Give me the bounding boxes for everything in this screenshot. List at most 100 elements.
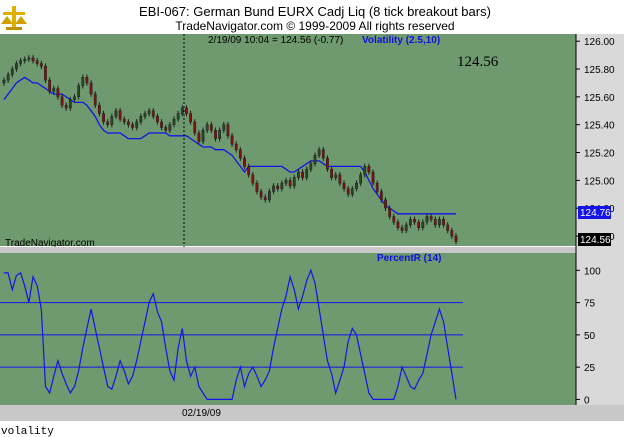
volatility-label: Volatility (2.5,10) (362, 35, 440, 46)
percentr-line (4, 268, 457, 400)
candle (168, 124, 172, 131)
candle (288, 180, 292, 187)
candle (110, 116, 114, 125)
candle (156, 116, 159, 123)
percentr-label: PercentR (14) (377, 253, 441, 264)
candle (280, 182, 284, 189)
candle (367, 166, 371, 173)
candle (118, 110, 122, 120)
candle (64, 104, 68, 109)
candle (106, 121, 110, 125)
candle (251, 174, 255, 184)
price-flag (578, 233, 611, 246)
candle (44, 65, 47, 81)
candle (122, 118, 126, 123)
candle (81, 77, 85, 86)
candle (413, 219, 416, 223)
candle (346, 188, 350, 195)
copyright-text: TradeNavigator.com © 1999-2009 All right… (175, 19, 454, 33)
candle (176, 113, 180, 120)
candle (102, 113, 105, 123)
candle (272, 185, 275, 192)
candle (425, 216, 429, 223)
candle (209, 124, 213, 131)
candle (23, 59, 27, 62)
candle (218, 130, 222, 139)
candle (222, 124, 226, 131)
candle (408, 219, 412, 226)
candle (31, 57, 35, 61)
candle (305, 168, 309, 178)
candle (151, 110, 155, 117)
candle (114, 110, 118, 117)
candle (400, 227, 404, 231)
candle (388, 207, 392, 217)
candle (421, 221, 425, 228)
candle (355, 182, 358, 189)
candle (185, 107, 188, 114)
candle (309, 163, 313, 170)
candle (442, 219, 445, 226)
candle (433, 219, 437, 226)
candle (127, 121, 130, 125)
candle (35, 60, 39, 64)
candle (48, 79, 52, 92)
price-panel (0, 34, 576, 246)
candle (180, 107, 184, 114)
right-axis (576, 34, 624, 406)
candle (52, 88, 56, 92)
candle (205, 124, 209, 131)
candle (143, 113, 147, 117)
candle (263, 196, 267, 201)
candle (379, 191, 383, 201)
osc-tick-label: 25 (584, 363, 596, 374)
price-tick-label: 125.20 (584, 149, 615, 160)
candle (284, 180, 288, 184)
candle (363, 166, 367, 176)
candle (164, 127, 168, 131)
candle (56, 88, 60, 98)
candle-series (2, 55, 458, 245)
price-tick-label: 125.60 (584, 93, 615, 104)
price-info: 2/19/09 10:04 = 124.56 (-0.77) (208, 35, 343, 46)
candle (197, 132, 201, 142)
candle (321, 149, 325, 159)
candle (15, 63, 18, 70)
candle (350, 188, 354, 195)
candle (68, 99, 72, 109)
osc-tick-label: 75 (584, 299, 596, 310)
candle (268, 191, 271, 201)
candle (334, 174, 338, 178)
candle (160, 121, 163, 128)
candle (73, 96, 76, 100)
candle (255, 182, 259, 192)
price-flag-text: 124.56 (580, 235, 611, 246)
candle (417, 221, 421, 228)
candle (2, 79, 6, 84)
candle (193, 121, 197, 134)
candle (238, 149, 242, 159)
candle (60, 96, 64, 106)
candle (438, 219, 441, 226)
scales-logo-icon (1, 6, 27, 30)
volatility-flag (578, 206, 611, 219)
candle (297, 171, 300, 178)
candle (375, 182, 379, 192)
volatility-flag-text: 124.76 (580, 208, 611, 219)
candle (317, 149, 321, 156)
candle (139, 116, 143, 123)
osc-tick-label: 0 (584, 395, 590, 406)
percentr-path (4, 268, 457, 400)
oscillator-panel (0, 253, 576, 405)
candle (247, 166, 251, 176)
candle (77, 85, 81, 98)
candle (330, 168, 333, 178)
oscillator-axis: 100 75 50 25 0 (576, 266, 601, 406)
candle (39, 63, 43, 67)
osc-tick-label: 50 (584, 331, 596, 342)
candle (313, 155, 317, 164)
candle (276, 185, 280, 189)
candle (147, 110, 151, 114)
candle (359, 174, 363, 184)
